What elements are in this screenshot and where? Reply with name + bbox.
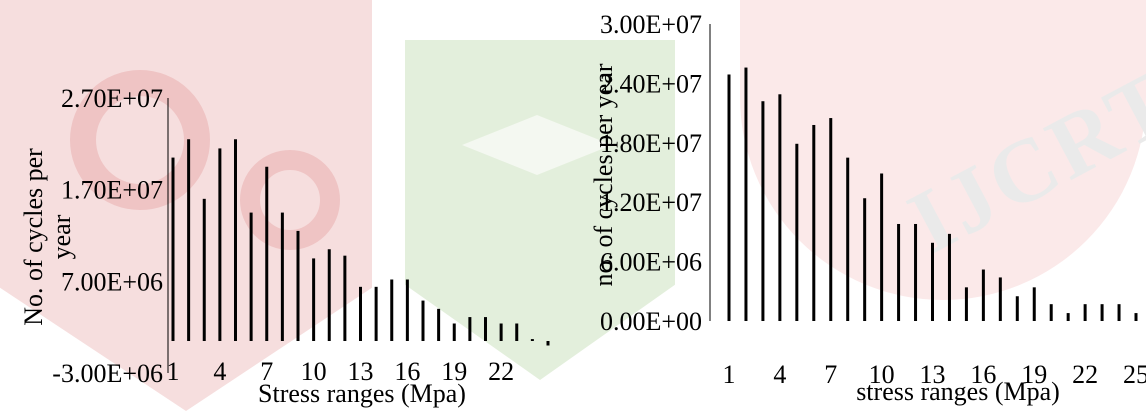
x-tick-label: 13: [348, 357, 374, 386]
bar: [829, 118, 833, 321]
x-tick-label: 10: [869, 360, 895, 389]
bar: [249, 212, 253, 341]
bar: [421, 300, 425, 341]
y-tick-label: 1.70E+07: [61, 176, 163, 205]
bar: [914, 223, 918, 321]
x-tick-label: 1: [723, 360, 736, 389]
bar: [863, 198, 867, 321]
y-tick-label: 6.00E+06: [600, 248, 702, 277]
bar: [280, 212, 284, 341]
y-tick-label: 7.00E+06: [61, 267, 163, 296]
bar: [202, 198, 206, 341]
x-axis-label: Stress ranges (Mpa): [258, 379, 466, 408]
bar: [1049, 304, 1053, 321]
bar: [405, 279, 409, 341]
x-tick-label: 7: [260, 357, 273, 386]
bar: [947, 233, 951, 321]
bar: [515, 323, 519, 341]
bar: [761, 101, 765, 321]
y-tick-label: 3.00E+07: [600, 10, 702, 39]
x-tick-label: 13: [920, 360, 946, 389]
bar: [846, 157, 850, 321]
bar: [744, 67, 748, 321]
x-tick-label: 1: [167, 357, 180, 386]
bar: [812, 124, 816, 321]
bar: [218, 148, 222, 341]
x-tick-label: 19: [441, 357, 467, 386]
bar: [1083, 304, 1087, 321]
bar: [390, 279, 394, 341]
bar: [1134, 313, 1138, 321]
bar: [1100, 304, 1104, 321]
bar: [327, 249, 331, 341]
bar: [437, 308, 441, 341]
bar: [981, 269, 985, 321]
bar: [452, 323, 456, 341]
x-tick-label: 25: [1123, 360, 1146, 389]
bar: [795, 143, 799, 321]
y-tick-label: 1.80E+07: [600, 129, 702, 158]
bar: [897, 223, 901, 321]
bar: [1015, 296, 1019, 321]
y-tick-label: 2.70E+07: [61, 84, 163, 113]
bar: [727, 74, 731, 322]
bar: [374, 286, 378, 341]
bar: [931, 242, 934, 321]
x-tick-label: 19: [1021, 360, 1047, 389]
bar: [359, 286, 362, 341]
x-tick-label: 16: [394, 357, 420, 386]
bar: [880, 173, 884, 321]
bar: [1066, 313, 1070, 321]
x-tick-label: 7: [824, 360, 837, 389]
x-axis-label: stress ranges (Mpa): [856, 377, 1060, 406]
bar: [312, 258, 316, 341]
bar: [234, 139, 237, 341]
bar: [998, 277, 1002, 321]
x-tick-label: 4: [213, 357, 226, 386]
y-tick-label: 2.40E+07: [600, 69, 702, 98]
bar: [343, 255, 347, 341]
x-tick-label: 10: [301, 357, 327, 386]
bar: [964, 287, 968, 321]
y-tick-label: 1.20E+07: [600, 188, 702, 217]
chart-left: 2.70E+07 1.70E+07 7.00E+06 -3.00E+06 1 4 7 10 13…: [19, 84, 550, 408]
x-tick-label: 4: [773, 360, 786, 389]
chart-right: 3.00E+07 2.40E+07 1.80E+07 1.20E+07 6.00E+06…: [589, 10, 1146, 406]
bar: [1117, 304, 1121, 321]
bar: [499, 323, 503, 341]
bar: [296, 230, 300, 341]
y-tick-label: -3.00E+06: [52, 359, 163, 388]
bar: [468, 317, 472, 341]
bar: [778, 94, 782, 321]
bar: [484, 317, 487, 341]
x-tick-label: 22: [488, 357, 514, 386]
bar: [546, 341, 550, 346]
x-tick-label: 22: [1072, 360, 1098, 389]
x-tick-label: 16: [970, 360, 996, 389]
bar: [171, 157, 175, 341]
y-axis-label: No. of cycles peryear: [19, 148, 76, 326]
y-axis-label: no. of cycles per year: [589, 63, 618, 286]
bar: [1032, 287, 1036, 321]
y-tick-label: 0.00E+00: [600, 307, 702, 336]
bar: [265, 166, 269, 341]
bar: [187, 139, 191, 341]
bar: [530, 339, 534, 341]
